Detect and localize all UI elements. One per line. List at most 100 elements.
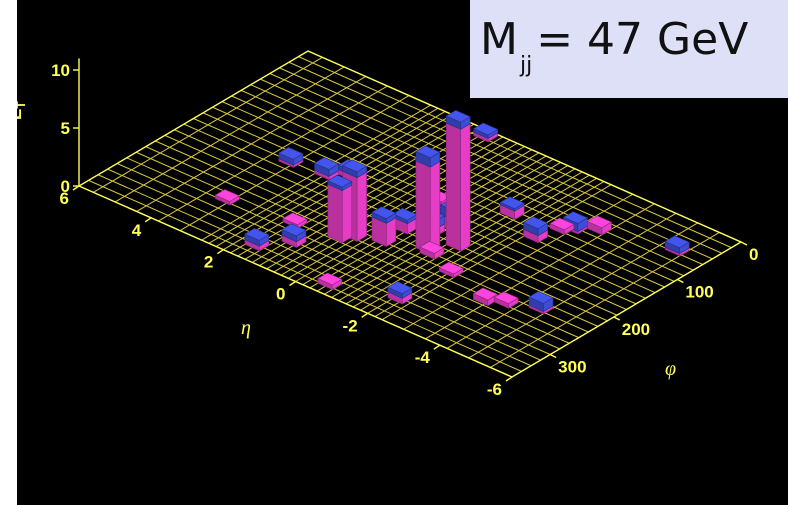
tower-em xyxy=(214,189,240,206)
lego-plot: 0 5 10 ET 6 4 2 0 -2 -4 -6 η 0 100 200 300 φ xyxy=(17,50,758,399)
tower-had-top xyxy=(281,223,307,237)
tower-had xyxy=(387,281,413,299)
tower-em xyxy=(282,212,308,229)
grid-line-phi xyxy=(269,73,704,265)
phi-tick-label: 0 xyxy=(749,245,758,264)
tower-had xyxy=(415,145,441,168)
tower-had-top xyxy=(528,291,554,304)
et-axis-label-sub: T xyxy=(17,101,28,109)
grid-line-phi xyxy=(116,163,551,355)
grid-line-phi xyxy=(97,174,532,367)
tower-em-top xyxy=(549,217,575,231)
grid-line-phi xyxy=(279,67,713,260)
phi-tick-mark xyxy=(740,241,748,246)
tower-had xyxy=(278,147,304,166)
tower-had-top xyxy=(244,228,270,241)
tower-em-top xyxy=(214,189,240,202)
tower-em-face xyxy=(356,171,367,242)
phi-tick-mark xyxy=(549,353,557,359)
tower-had xyxy=(499,196,525,212)
mass-annotation-box: Mjj= 47 GeV xyxy=(470,0,788,98)
tower-had-top xyxy=(313,157,340,170)
eta-tick-label: -2 xyxy=(343,316,358,335)
tower-had xyxy=(327,174,353,192)
tower-had-top xyxy=(278,147,304,160)
et-axis-label: ET xyxy=(17,101,28,120)
tower-em-face xyxy=(460,123,471,252)
tower-layer xyxy=(214,109,690,315)
phi-tick-mark xyxy=(677,278,684,284)
tower-em-top xyxy=(419,241,445,254)
tower-em-face xyxy=(341,184,353,244)
tower-had xyxy=(522,216,549,237)
tower-had-top xyxy=(327,174,353,188)
eta-tick-mark xyxy=(216,249,224,255)
tower-em-face xyxy=(327,183,343,244)
eta-tick-label: 4 xyxy=(132,221,142,240)
phi-tick-label: 200 xyxy=(622,320,650,339)
mass-subscript: jj xyxy=(519,53,533,78)
eta-tick-label: 0 xyxy=(276,285,285,304)
tower-had xyxy=(445,109,471,130)
eta-tick-label: -4 xyxy=(415,348,431,367)
grid-line-phi xyxy=(298,56,732,249)
tower-had xyxy=(281,223,307,243)
tower-em-top xyxy=(438,261,464,275)
grid-line-phi xyxy=(260,78,694,271)
grid-line-phi xyxy=(88,179,522,372)
grid-line-phi xyxy=(288,61,723,254)
grid-line-phi xyxy=(126,157,560,350)
tower-had-top xyxy=(371,206,397,220)
tower-em xyxy=(586,215,613,236)
tower-em-face xyxy=(445,122,461,252)
eta-axis-label: η xyxy=(241,317,251,339)
tower-had xyxy=(313,157,340,177)
tower-had-top xyxy=(664,235,690,249)
phi-tick-mark xyxy=(613,316,621,321)
eta-tick-mark xyxy=(361,312,369,318)
mass-value: = 47 GeV xyxy=(536,14,749,65)
tower-had xyxy=(371,206,397,224)
tower-had-top xyxy=(562,211,589,224)
tower-had-top xyxy=(415,145,441,159)
tower-had-top xyxy=(445,109,471,123)
tower-em-face xyxy=(430,160,441,255)
eta-tick-mark xyxy=(433,344,441,350)
eta-tick-label: 6 xyxy=(60,189,69,208)
tower-em xyxy=(415,154,441,255)
tower-had-top xyxy=(499,196,525,210)
tower-em-top xyxy=(282,212,308,226)
tower-em xyxy=(419,241,445,260)
tower-em-face xyxy=(415,160,431,255)
eta-tick-mark xyxy=(505,376,513,382)
et-axis-label-main: E xyxy=(17,109,25,120)
eta-tick-label: 2 xyxy=(204,253,213,272)
tower-had xyxy=(473,122,499,139)
tower-had-top xyxy=(473,122,499,136)
tower-had xyxy=(664,235,690,255)
tower-had-top xyxy=(522,216,549,230)
tower-em-top xyxy=(493,291,519,305)
eta-tick-mark xyxy=(72,185,80,191)
tower-em xyxy=(493,291,519,309)
eta-tick-mark xyxy=(144,217,152,223)
tower-em xyxy=(317,272,343,291)
tower-had-top xyxy=(387,281,413,294)
et-tick-label: 10 xyxy=(51,61,70,80)
tower-had xyxy=(528,291,554,313)
tower-had xyxy=(244,228,270,247)
phi-axis-label: φ xyxy=(665,358,676,380)
tower-em xyxy=(438,261,464,279)
tower-had xyxy=(342,159,368,179)
tower-em-top xyxy=(586,215,613,229)
grid-line-phi xyxy=(136,151,570,344)
tower-em xyxy=(371,210,397,248)
tower-had-top xyxy=(342,159,368,173)
mass-symbol: M xyxy=(480,14,518,65)
tower-em-top xyxy=(317,272,343,286)
tower-em xyxy=(445,116,471,252)
eta-tick-mark xyxy=(289,280,296,287)
mass-annotation: Mjj= 47 GeV xyxy=(480,10,748,78)
axis-layer: 0 5 10 ET 6 4 2 0 -2 -4 -6 η 0 100 200 300 φ xyxy=(17,58,758,399)
eta-tick-label: -6 xyxy=(487,380,502,399)
